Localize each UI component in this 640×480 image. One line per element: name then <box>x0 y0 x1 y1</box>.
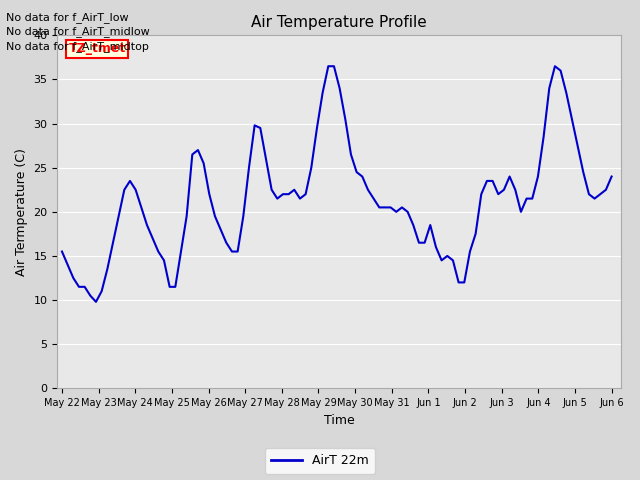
Text: No data for f_AirT_midlow: No data for f_AirT_midlow <box>6 26 150 37</box>
Legend: AirT 22m: AirT 22m <box>265 448 375 474</box>
Text: No data for f_AirT_low: No data for f_AirT_low <box>6 12 129 23</box>
Title: Air Temperature Profile: Air Temperature Profile <box>252 15 427 30</box>
Text: No data for f_AirT_midtop: No data for f_AirT_midtop <box>6 41 149 52</box>
Text: TZ_tmet: TZ_tmet <box>68 42 126 55</box>
X-axis label: Time: Time <box>324 414 355 427</box>
Y-axis label: Air Termperature (C): Air Termperature (C) <box>15 148 28 276</box>
